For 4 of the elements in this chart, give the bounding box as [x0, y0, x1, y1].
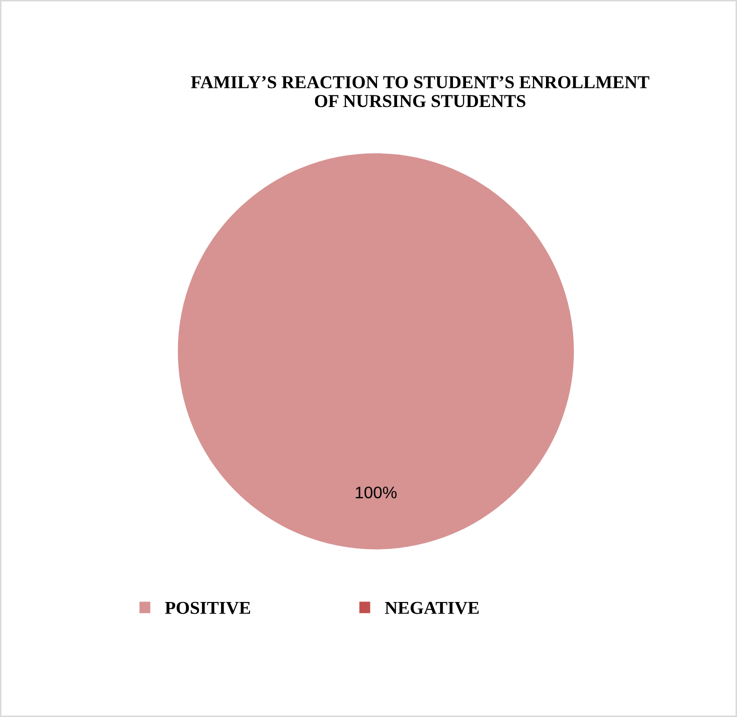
data-label: 100%	[356, 486, 397, 498]
chart-title: FAMILY’S REACTION TO STUDENT’S ENROLLMENT OF NURSING STUDENTS	[190, 76, 650, 108]
legend-label: POSITIVE	[165, 602, 250, 614]
legend-label: NEGATIVE	[384, 602, 479, 614]
